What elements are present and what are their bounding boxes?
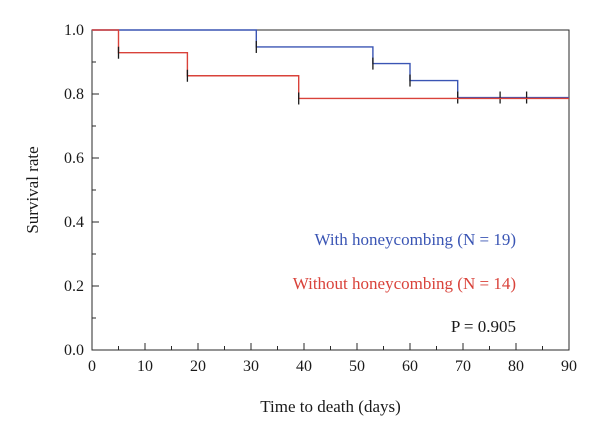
x-tick-label: 20 — [190, 358, 206, 375]
survival-curve-0 — [92, 29, 569, 99]
y-tick-label: 0.0 — [64, 342, 84, 359]
y-tick-label: 1.0 — [64, 22, 84, 39]
legend-entry-with-honeycombing: With honeycombing (N = 19) — [314, 230, 516, 249]
series-layer — [92, 29, 569, 105]
x-axis-ticks: 0 10 20 30 40 50 60 70 80 90 — [88, 343, 577, 375]
x-tick-label: 0 — [88, 358, 96, 375]
x-tick-label: 10 — [137, 358, 153, 375]
y-axis-ticks: 0.0 0.2 0.4 0.6 0.8 1.0 — [64, 22, 99, 359]
y-tick-label: 0.8 — [64, 86, 84, 103]
legend-entry-without-honeycombing: Without honeycombing (N = 14) — [293, 274, 516, 293]
p-value-annotation: P = 0.905 — [451, 317, 516, 336]
y-tick-label: 0.4 — [64, 214, 84, 231]
x-axis-label: Time to death (days) — [260, 397, 401, 416]
axes: 0 10 20 30 40 50 60 70 80 90 0.0 0.2 0.4 0.6 0.8 1.0 — [64, 22, 577, 375]
x-tick-label: 50 — [349, 358, 365, 375]
x-tick-label: 70 — [455, 358, 471, 375]
y-tick-label: 0.6 — [64, 150, 84, 167]
x-tick-label: 30 — [243, 358, 259, 375]
y-tick-label: 0.2 — [64, 278, 84, 295]
x-tick-label: 90 — [561, 358, 577, 375]
y-axis-label: Survival rate — [23, 146, 42, 233]
plot-frame — [91, 29, 570, 351]
survival-curve-1 — [92, 29, 569, 100]
x-tick-label: 60 — [402, 358, 418, 375]
x-tick-label: 40 — [296, 358, 312, 375]
x-tick-label: 80 — [508, 358, 524, 375]
